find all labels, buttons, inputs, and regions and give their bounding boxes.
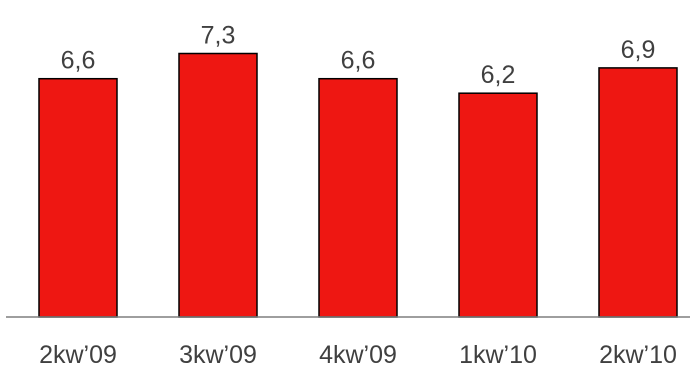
bar [178, 52, 258, 318]
bar-value-label: 6,6 [341, 47, 376, 75]
x-tick-label: 4kw’09 [319, 341, 397, 369]
bar [38, 77, 118, 318]
x-tick-labels-group: 2kw’09 3kw’09 4kw’09 1kw’10 2kw’10 [39, 341, 677, 369]
bar-value-label: 6,2 [481, 61, 516, 89]
x-tick-label: 1kw’10 [459, 341, 537, 369]
bar [318, 77, 398, 318]
bars-group [38, 52, 678, 318]
bar-value-label: 6,9 [621, 36, 656, 64]
x-tick-label: 2kw’10 [599, 341, 677, 369]
bar-value-label: 7,3 [201, 22, 236, 50]
bar [458, 92, 538, 318]
x-tick-label: 2kw’09 [39, 341, 117, 369]
bar [598, 67, 678, 318]
bar-value-label: 6,6 [61, 47, 96, 75]
value-labels-group: 6,6 7,3 6,6 6,2 6,9 [61, 22, 656, 90]
x-tick-label: 3kw’09 [179, 341, 257, 369]
